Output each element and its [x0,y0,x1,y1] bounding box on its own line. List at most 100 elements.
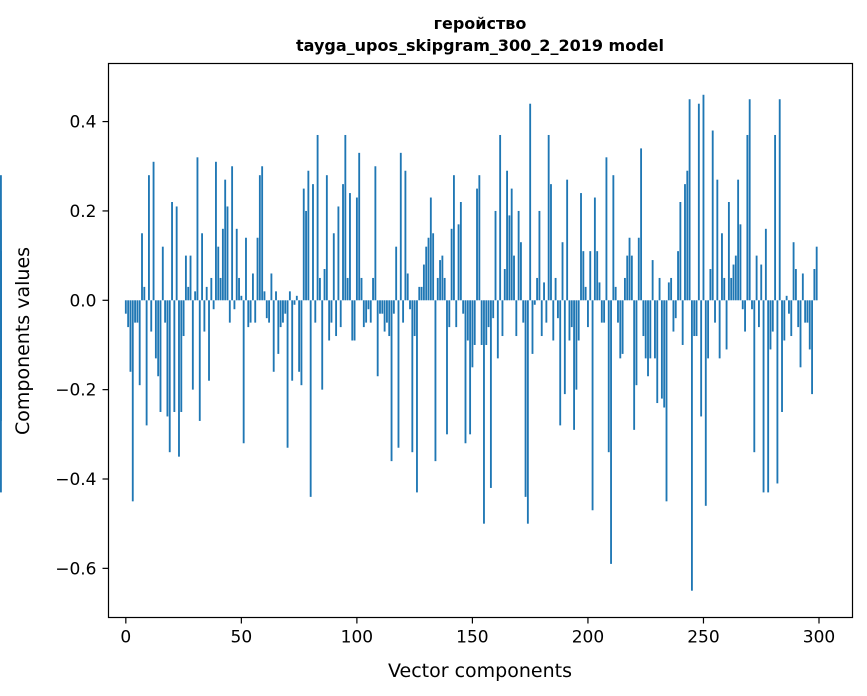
bar-component-217 [626,255,629,301]
bar-component-106 [369,300,372,323]
bar-component-undefined [0,300,2,399]
bar-component-177 [533,300,536,305]
bar-component-298 [813,269,816,301]
bar-component-273 [755,255,758,301]
bar-component-73 [293,300,296,305]
bar-component-156 [485,300,488,345]
bar-component-242 [684,184,686,301]
bar-component-278 [767,300,770,493]
bar-component-47 [233,300,236,310]
bar-component-44 [226,206,229,301]
bar-component-228 [651,260,654,301]
bar-component-165 [506,170,508,301]
bar-component-260 [725,300,728,350]
bar-component-76 [300,300,303,386]
bar-component-24 [180,300,183,412]
bar-component-93 [339,300,342,328]
bar-component-87 [325,175,328,301]
bar-component-98 [351,300,354,341]
bar-component-48 [235,228,238,301]
y-axis-label: Components values [12,247,34,435]
bar-component-107 [372,277,374,301]
bar-component-167 [510,188,513,301]
bar-component-101 [358,152,361,301]
bar-component-147 [464,300,467,444]
chart-subtitle: tayga_upos_skipgram_300_2_2019 model [296,36,664,55]
bar-component-115 [390,300,393,462]
bar-component-119 [399,152,402,301]
bar-component-269 [746,134,749,301]
bar-component-108 [374,166,377,301]
bar-component-241 [681,300,684,345]
bar-component-254 [711,130,714,301]
bar-component-131 [427,237,430,301]
bar-component-109 [376,300,379,377]
bar-component-252 [707,300,710,359]
bar-component-259 [723,277,726,301]
x-tick-label: 100 [341,628,373,648]
bar-component-143 [455,300,458,328]
bar-component-197 [580,193,582,301]
bar-component-232 [660,300,663,399]
y-tick-label: −0.2 [55,381,96,401]
bar-component-191 [566,179,569,301]
bar-component-134 [434,300,437,462]
x-tick-label: 250 [687,628,719,648]
bar-component-114 [388,300,391,337]
bar-component-12 [152,161,155,301]
bar-component-234 [665,300,668,502]
bar-component-3 [131,300,134,502]
bar-component-216 [623,277,626,301]
bar-component-66 [277,300,280,354]
bar-component-268 [744,300,746,332]
bar-component-257 [718,300,721,359]
bar-component-244 [688,99,691,301]
bar-component-180 [540,300,543,337]
bar-component-235 [667,282,670,301]
bar-component-37 [210,277,213,301]
bar-component-204 [596,251,599,301]
bar-component-247 [695,300,698,337]
bar-component-71 [288,291,291,301]
bar-component-215 [621,300,624,354]
bar-component-52 [245,237,247,301]
bar-component-148 [466,300,469,341]
bar-component-262 [730,277,733,301]
bar-component-39 [215,161,217,301]
bar-component-8 [143,286,146,301]
bar-component-46 [231,166,234,301]
bar-component-249 [700,300,703,417]
bar-component-174 [526,300,529,524]
bar-component-151 [473,300,476,345]
bar-component-51 [242,300,245,444]
bar-component-100 [355,197,358,301]
x-tick-label: 0 [120,628,131,648]
bar-component-137 [441,255,444,301]
bar-component-208 [605,157,608,301]
bar-component-85 [321,300,324,390]
bar-component-274 [758,300,760,328]
bar-component-288 [790,300,793,337]
bar-component-251 [704,300,707,506]
x-tick-label: 150 [456,628,488,648]
bar-component-130 [425,246,428,301]
bar-component-41 [219,277,222,301]
bar-component-60 [263,291,266,301]
bar-component-5 [136,300,139,323]
bar-component-79 [307,170,310,301]
bar-component-299 [815,246,818,301]
bar-component-68 [282,300,284,323]
bar-component-14 [157,300,160,377]
bar-component-277 [764,228,767,301]
bar-component-22 [175,206,178,301]
x-tick-label: 200 [572,628,604,648]
bar-component-295 [806,300,809,323]
bar-component-293 [801,273,804,301]
bar-component-179 [538,210,541,301]
bar-component-233 [663,300,666,408]
bar-component-81 [312,184,314,301]
bar-component-270 [748,99,751,301]
bar-component-18 [166,300,169,417]
bar-component-229 [654,300,656,359]
